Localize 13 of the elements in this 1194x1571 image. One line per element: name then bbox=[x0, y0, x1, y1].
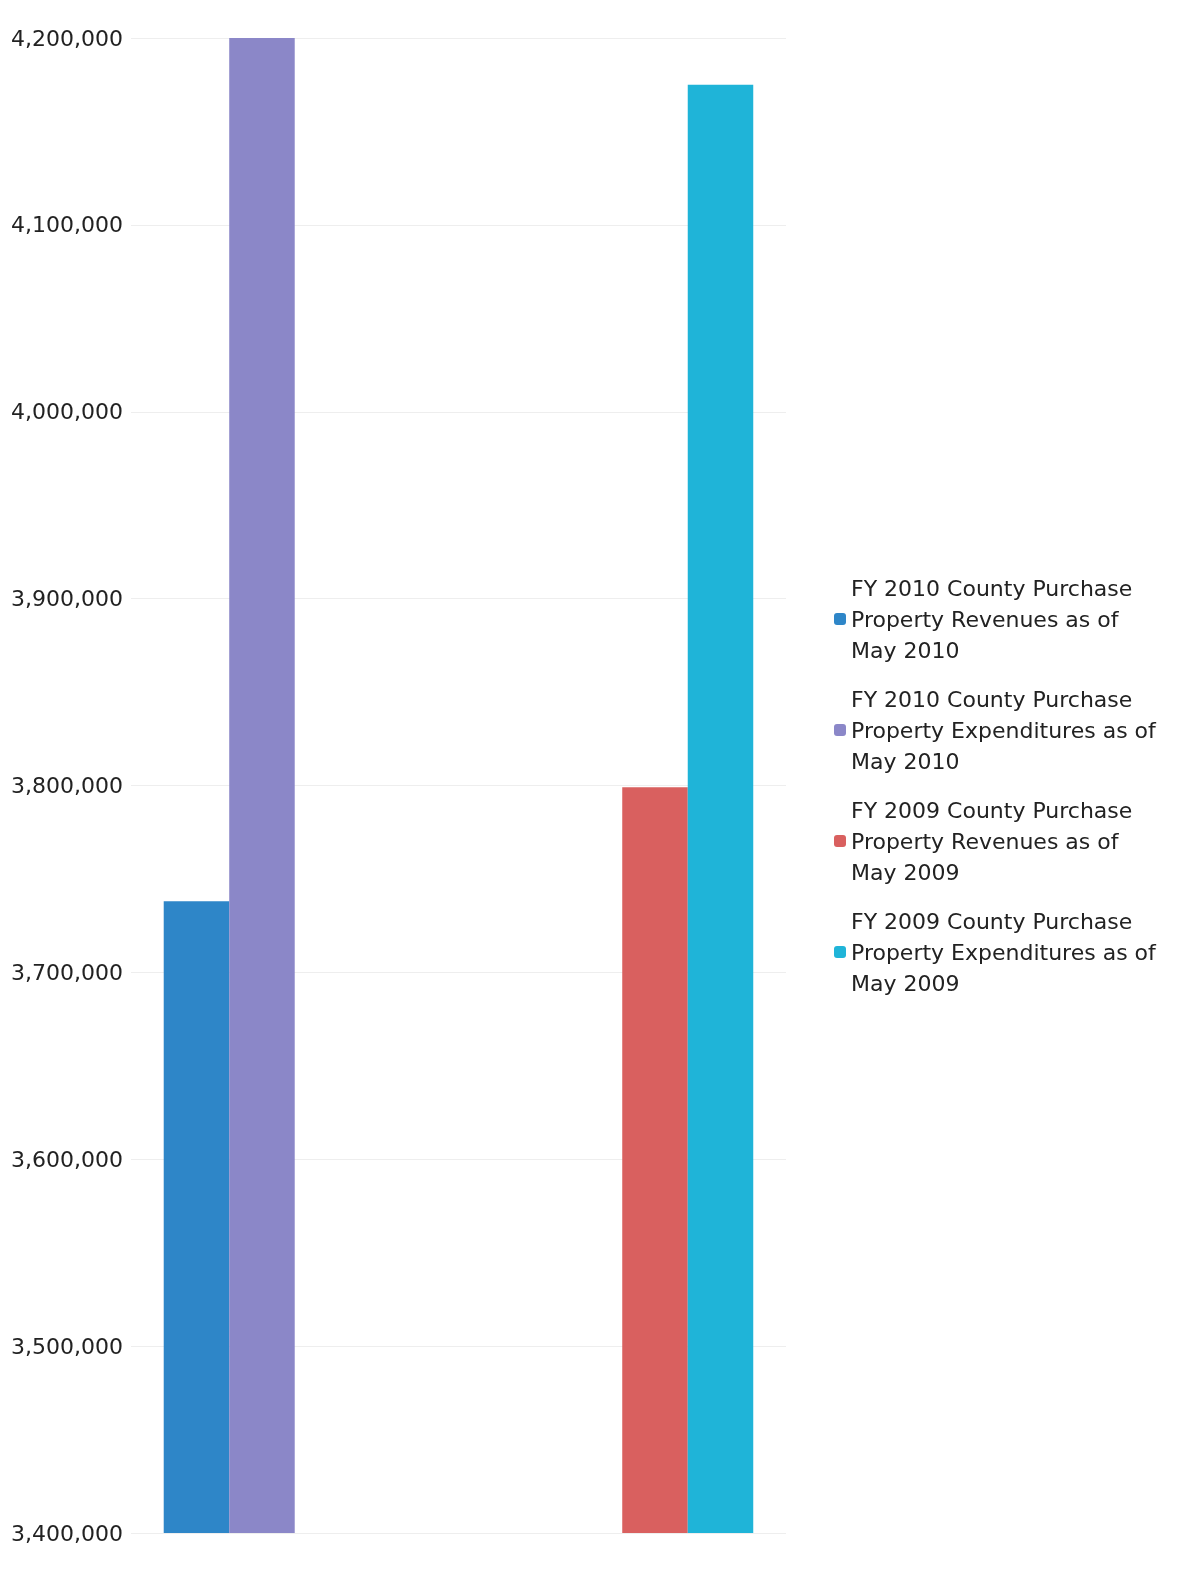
y-tick-label: 4,200,000 bbox=[11, 25, 123, 51]
y-tick-label: 4,100,000 bbox=[11, 212, 123, 238]
y-tick-label: 3,500,000 bbox=[11, 1333, 123, 1359]
y-tick-label: 4,000,000 bbox=[11, 399, 123, 425]
y-tick-label: 3,600,000 bbox=[11, 1146, 123, 1172]
y-tick-label: 3,900,000 bbox=[11, 586, 123, 612]
legend-label: FY 2010 County Purchase Property Revenues as of May 2010 bbox=[851, 575, 1140, 663]
y-tick-label: 3,400,000 bbox=[11, 1520, 123, 1546]
legend-label: FY 2009 County Purchase Property Revenues as of May 2009 bbox=[851, 797, 1140, 885]
legend-label: FY 2009 County Purchase Property Expenditures as of May 2009 bbox=[851, 908, 1163, 996]
y-tick-label: 3,700,000 bbox=[11, 959, 123, 985]
y-tick-label: 3,800,000 bbox=[11, 773, 123, 798]
legend-label: FY 2010 County Purchase Property Expenditures as of May 2010 bbox=[851, 686, 1163, 774]
